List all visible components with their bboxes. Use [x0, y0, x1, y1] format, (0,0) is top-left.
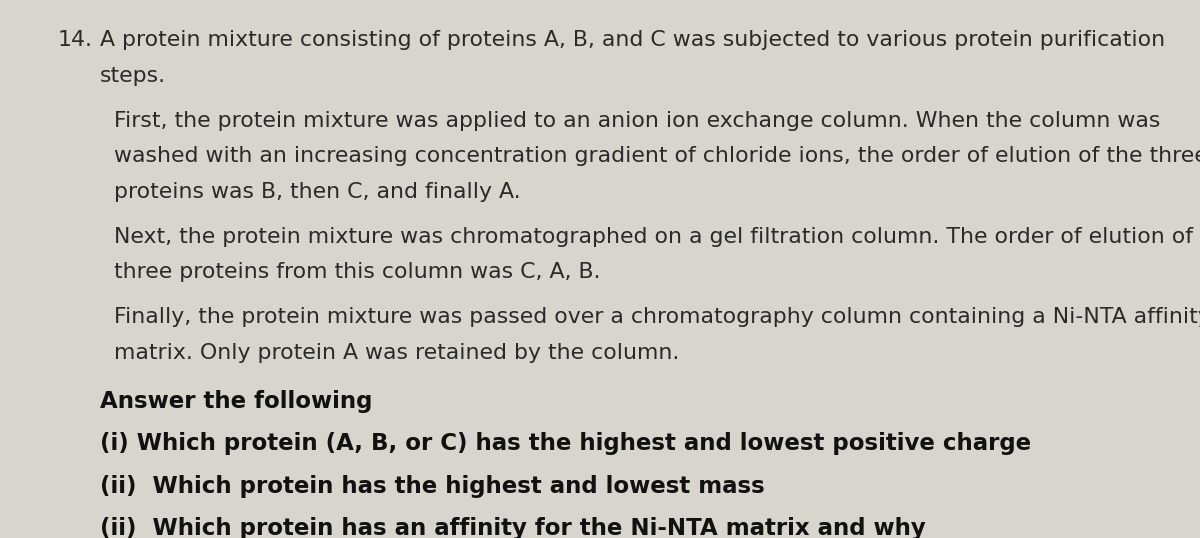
Text: steps.: steps.	[100, 66, 166, 86]
Text: 14.: 14.	[58, 30, 92, 49]
Text: washed with an increasing concentration gradient of chloride ions, the order of : washed with an increasing concentration …	[114, 146, 1200, 166]
Text: proteins was B, then C, and finally A.: proteins was B, then C, and finally A.	[114, 182, 521, 202]
Text: Next, the protein mixture was chromatographed on a gel filtration column. The or: Next, the protein mixture was chromatogr…	[114, 226, 1200, 247]
Text: Answer the following: Answer the following	[100, 390, 372, 413]
Text: First, the protein mixture was applied to an anion ion exchange column. When the: First, the protein mixture was applied t…	[114, 111, 1160, 131]
Text: three proteins from this column was C, A, B.: three proteins from this column was C, A…	[114, 262, 600, 282]
Text: (ii)  Which protein has an affinity for the Ni-NTA matrix and why: (ii) Which protein has an affinity for t…	[100, 517, 925, 538]
Text: (ii)  Which protein has the highest and lowest mass: (ii) Which protein has the highest and l…	[100, 475, 764, 498]
Text: matrix. Only protein A was retained by the column.: matrix. Only protein A was retained by t…	[114, 343, 679, 363]
Text: (i) Which protein (A, B, or C) has the highest and lowest positive charge: (i) Which protein (A, B, or C) has the h…	[100, 432, 1031, 455]
Text: Finally, the protein mixture was passed over a chromatography column containing : Finally, the protein mixture was passed …	[114, 307, 1200, 327]
Text: A protein mixture consisting of proteins A, B, and C was subjected to various pr: A protein mixture consisting of proteins…	[100, 30, 1165, 49]
